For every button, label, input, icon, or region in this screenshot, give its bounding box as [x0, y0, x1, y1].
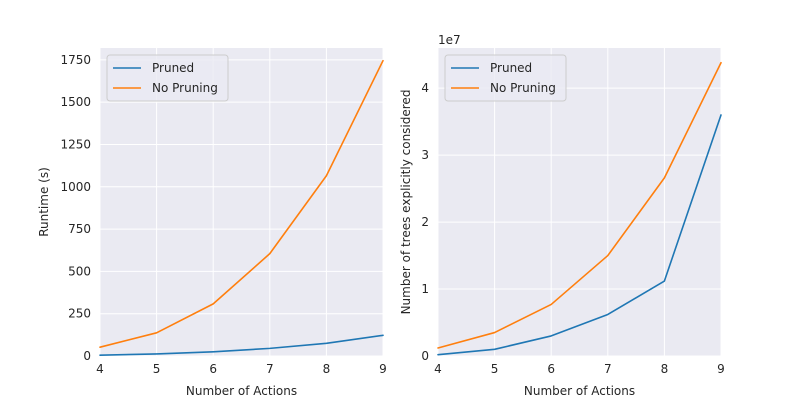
legend-box — [444, 54, 567, 102]
y-axis-label: Number of trees explicitly considered — [399, 90, 413, 315]
y-tick-label: 1500 — [60, 95, 91, 109]
chart-panel-1: 4 5 6 7 8 9 0 250 500 750 1000 1250 1500 1750 Number o… — [37, 48, 387, 398]
y-tick-label: 1250 — [60, 137, 91, 151]
y-tick-label: 1750 — [60, 53, 91, 67]
y-tick-label: 750 — [68, 222, 91, 236]
chart-panel-2: 4 5 6 7 8 9 0 1 2 3 4 Number of Actions Number of tr… — [399, 33, 725, 398]
x-tick-label: 4 — [96, 362, 104, 376]
y-tick-label: 500 — [68, 264, 91, 278]
series-line-no-pruning — [99, 59, 384, 349]
y-axis-label: Runtime (s) — [37, 167, 51, 237]
x-axis-label: Number of Actions — [524, 384, 635, 398]
x-tick-label: 7 — [266, 362, 274, 376]
legend: Pruned No Pruning — [444, 54, 567, 102]
legend-label: Pruned — [490, 61, 532, 75]
legend-label: No Pruning — [490, 81, 556, 95]
y-tick-label: 0 — [83, 349, 91, 363]
legend: Pruned No Pruning — [106, 54, 229, 102]
y-tick-label: 1 — [421, 282, 429, 296]
y-offset-text: 1e7 — [438, 33, 461, 47]
legend-box — [106, 54, 229, 102]
y-tick-label: 1000 — [60, 180, 91, 194]
x-tick-label: 5 — [153, 362, 161, 376]
x-tick-label: 6 — [209, 362, 217, 376]
y-tick-label: 2 — [421, 215, 429, 229]
series-line-pruned — [99, 334, 384, 356]
y-tick-label: 250 — [68, 307, 91, 321]
x-tick-label: 9 — [379, 362, 387, 376]
x-tick-label: 4 — [434, 362, 442, 376]
y-tick-label: 0 — [421, 349, 429, 363]
x-tick-label: 8 — [323, 362, 331, 376]
x-tick-label: 6 — [547, 362, 555, 376]
x-tick-label: 7 — [604, 362, 612, 376]
legend-label: Pruned — [152, 61, 194, 75]
x-tick-label: 9 — [717, 362, 725, 376]
series-line-pruned — [437, 114, 722, 356]
x-tick-label: 8 — [661, 362, 669, 376]
series-line-no-pruning — [437, 61, 722, 349]
x-tick-label: 5 — [491, 362, 499, 376]
legend-label: No Pruning — [152, 81, 218, 95]
y-tick-label: 3 — [421, 148, 429, 162]
x-axis-label: Number of Actions — [186, 384, 297, 398]
y-tick-label: 4 — [421, 81, 429, 95]
